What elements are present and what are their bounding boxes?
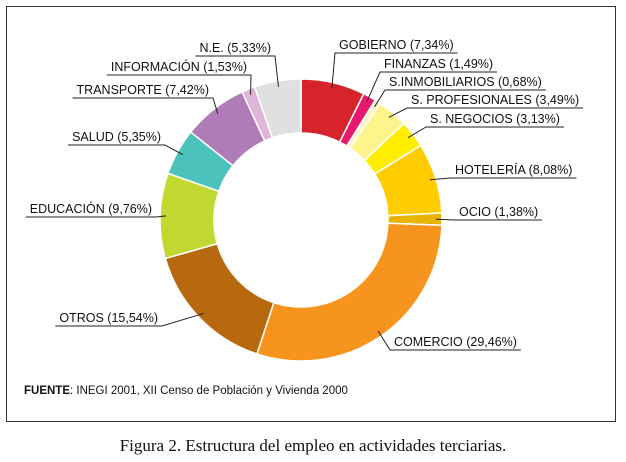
slice-label: HOTELERÍA (8,08%) bbox=[455, 162, 572, 177]
leader-line bbox=[25, 215, 167, 218]
donut-chart: GOBIERNO (7,34%) FINANZAS (1,49%) S.INMOBI… bbox=[25, 38, 584, 362]
source-note: FUENTE: INEGI 2001, XII Censo de Poblaci… bbox=[24, 385, 348, 397]
leader-line bbox=[55, 312, 204, 327]
slice-label: S.INMOBILIARIOS (0,68%) bbox=[389, 75, 542, 89]
slice-label: GOBIERNO (7,34%) bbox=[339, 38, 454, 52]
leader-line bbox=[195, 55, 279, 87]
slice-n-e bbox=[253, 78, 302, 139]
slices-group bbox=[159, 78, 443, 362]
slice-label: S. PROFESIONALES (3,49%) bbox=[411, 93, 579, 107]
slice-label: OCIO (1,38%) bbox=[459, 205, 538, 219]
leader-line bbox=[435, 218, 543, 221]
source-prefix: FUENTE bbox=[24, 385, 70, 397]
slice-label: COMERCIO (29,46%) bbox=[394, 335, 517, 349]
labels-group: GOBIERNO (7,34%) FINANZAS (1,49%) S.INMOBI… bbox=[25, 38, 584, 351]
slice-label: SALUD (5,35%) bbox=[72, 130, 161, 144]
slice-otros bbox=[164, 242, 275, 355]
figure-caption: Figura 2. Estructura del empleo en activ… bbox=[119, 436, 507, 455]
leader-line bbox=[388, 107, 584, 118]
leader-line bbox=[331, 52, 458, 89]
slice-label: OTROS (15,54%) bbox=[59, 311, 158, 325]
slice-label: EDUCACIÓN (9,76%) bbox=[30, 201, 152, 216]
slice-label: N.E. (5,33%) bbox=[199, 41, 271, 55]
slice-label: S. NEGOCIOS (3,13%) bbox=[430, 112, 560, 126]
leader-line bbox=[68, 144, 184, 156]
leader-line bbox=[429, 177, 577, 181]
slice-label: FINANZAS (1,49%) bbox=[384, 57, 493, 71]
leader-line bbox=[377, 330, 521, 351]
slice-comercio bbox=[255, 222, 443, 362]
leader-line bbox=[374, 89, 546, 108]
leader-line bbox=[407, 126, 564, 139]
leader-line bbox=[366, 71, 498, 103]
leader-line bbox=[106, 74, 252, 95]
leader-line bbox=[72, 97, 219, 114]
slice-label: TRANSPORTE (7,42%) bbox=[77, 83, 209, 97]
slice-label: INFORMACIÓN (1,53%) bbox=[111, 59, 247, 74]
source-text: : INEGI 2001, XII Censo de Población y V… bbox=[70, 385, 348, 397]
